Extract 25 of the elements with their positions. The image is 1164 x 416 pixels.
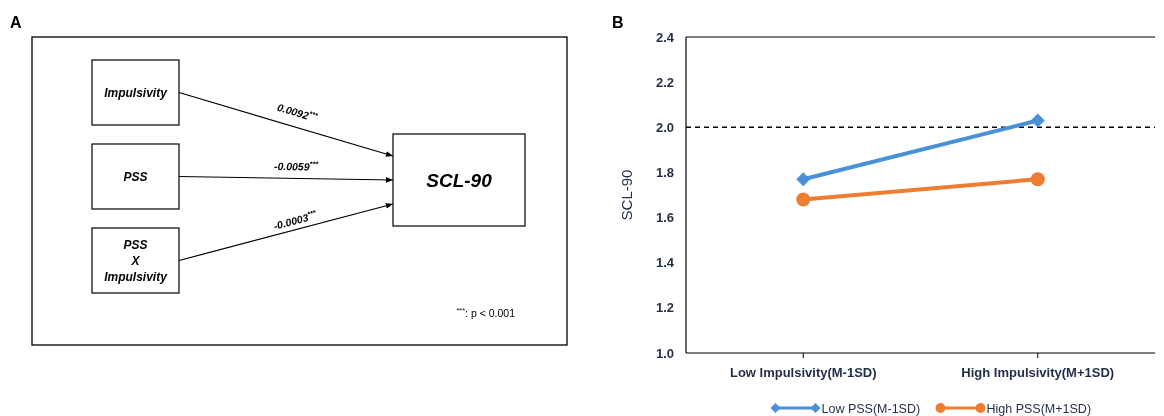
- y-axis-title: SCL-90: [618, 169, 635, 221]
- point: [796, 192, 811, 207]
- y-tick-label: 2.2: [655, 74, 674, 90]
- legend-label: Low PSS(M-1SD): [821, 401, 921, 416]
- category-label: Impulsivity: [104, 85, 169, 100]
- text: -0.0059$^{***}$: [273, 158, 319, 173]
- x-tick-label: High Impulsivity(M+1SD): [961, 365, 1115, 380]
- category-label: SCL-90: [426, 170, 493, 191]
- legend-label: High PSS(M+1SD): [986, 401, 1092, 416]
- category-label: PSS: [123, 169, 148, 184]
- point: [1030, 113, 1045, 128]
- y-tick-label: 1.2: [655, 300, 674, 316]
- y-tick-label: 1.8: [655, 164, 674, 180]
- text: $^{***}$: p < 0.001: [456, 305, 516, 319]
- text: B: [612, 14, 624, 31]
- y-tick-label: 1.6: [655, 210, 674, 226]
- text: A: [10, 14, 22, 31]
- point: [1030, 172, 1045, 187]
- category-label: PSS X Impulsivity: [104, 237, 169, 284]
- y-tick-label: 1.4: [655, 255, 675, 271]
- point: [796, 172, 811, 187]
- x-tick-label: Low Impulsivity(M-1SD): [729, 365, 877, 380]
- y-tick-label: 2.0: [655, 119, 674, 135]
- y-tick-label: 1.0: [655, 345, 674, 361]
- y-tick-label: 2.4: [655, 29, 675, 45]
